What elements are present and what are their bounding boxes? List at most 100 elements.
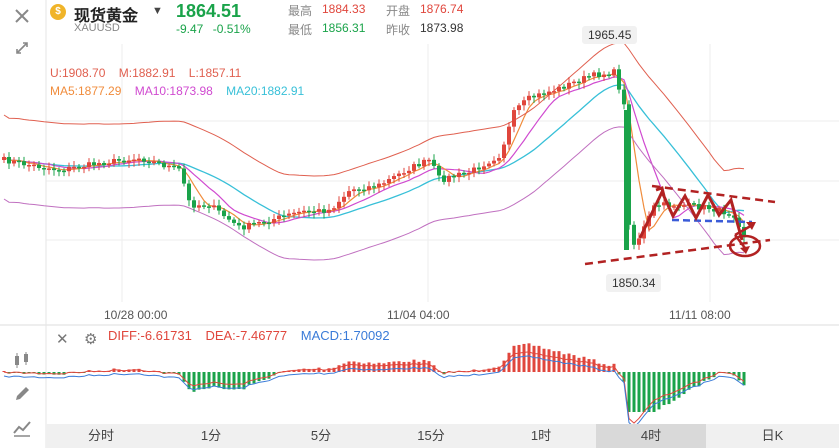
candle-body bbox=[727, 214, 731, 216]
macd-bar bbox=[182, 372, 186, 382]
boll-lower-line bbox=[3, 126, 745, 261]
macd-bar bbox=[552, 351, 556, 372]
candle-body bbox=[452, 175, 456, 178]
candle-body bbox=[347, 191, 351, 197]
candle-body bbox=[212, 205, 216, 208]
candle-body bbox=[602, 74, 606, 78]
candle-body bbox=[267, 222, 271, 225]
macd-bar bbox=[197, 372, 201, 390]
ma20-line bbox=[3, 84, 745, 219]
macd-bar bbox=[442, 372, 446, 375]
candle-icon[interactable] bbox=[8, 346, 36, 374]
candle-body bbox=[172, 165, 176, 168]
candle-body bbox=[327, 209, 331, 213]
macd-bar bbox=[702, 372, 706, 381]
candle-body bbox=[202, 205, 206, 207]
candle-body bbox=[407, 170, 411, 174]
candle-body bbox=[82, 166, 86, 169]
candle-body bbox=[142, 158, 146, 162]
macd-bar bbox=[202, 372, 206, 390]
macd-bar bbox=[162, 372, 166, 374]
tab-1[interactable]: 1分 bbox=[200, 428, 222, 443]
macd-bar bbox=[537, 345, 541, 372]
tab-4[interactable]: 1时 bbox=[530, 428, 552, 443]
macd-bar bbox=[452, 372, 456, 373]
macd-bar bbox=[567, 353, 571, 372]
candle-body bbox=[337, 201, 341, 209]
time-label: 10/28 00:00 bbox=[104, 308, 168, 322]
tab-0[interactable]: 分时 bbox=[87, 428, 114, 443]
macd-bar bbox=[447, 371, 451, 372]
prev-close-value: 1873.98 bbox=[420, 21, 464, 35]
candle-body bbox=[517, 105, 521, 111]
tab-6[interactable]: 日K bbox=[761, 428, 784, 443]
tab-5[interactable]: 4时 bbox=[596, 424, 706, 448]
time-label: 11/11 08:00 bbox=[669, 308, 731, 322]
macd-bar bbox=[477, 370, 481, 372]
candle-body bbox=[457, 172, 461, 178]
candle-body bbox=[632, 224, 636, 245]
candle-body bbox=[542, 93, 546, 95]
candle-body bbox=[87, 162, 91, 167]
candle-body bbox=[372, 186, 376, 188]
ma10-line bbox=[3, 76, 745, 224]
macd-bar bbox=[462, 371, 466, 372]
candle-body bbox=[317, 209, 321, 212]
candle-body bbox=[667, 202, 671, 207]
dea-line bbox=[3, 355, 745, 428]
macd-legend: DIFF:-6.61731 DEA:-7.46777 MACD:1.70092 bbox=[108, 328, 390, 350]
symbol-name[interactable]: 现货黄金 bbox=[74, 8, 139, 25]
macd-bar bbox=[577, 357, 581, 372]
expand-icon[interactable] bbox=[8, 34, 36, 62]
diff-line bbox=[3, 351, 745, 424]
candle-body bbox=[197, 205, 201, 208]
candle-body bbox=[237, 222, 241, 226]
candle-body bbox=[622, 89, 626, 105]
macd-bar bbox=[187, 372, 191, 390]
macd-bar bbox=[332, 367, 336, 372]
tab-3[interactable]: 15分 bbox=[417, 428, 445, 443]
macd-bar bbox=[672, 372, 676, 401]
macd-bar bbox=[147, 371, 151, 372]
gear-icon[interactable]: ⚙ bbox=[84, 331, 98, 348]
candle-body bbox=[57, 170, 61, 172]
macd-bar bbox=[482, 369, 486, 372]
candle-body bbox=[687, 203, 691, 206]
candle-body bbox=[422, 159, 426, 167]
up-arrow bbox=[734, 222, 755, 237]
candle-body bbox=[77, 166, 81, 169]
macd-bar bbox=[102, 371, 106, 372]
macd-bar bbox=[727, 372, 731, 374]
macd-bar bbox=[467, 371, 471, 372]
tab-2[interactable]: 5分 bbox=[310, 428, 332, 443]
macd-bar bbox=[232, 372, 236, 390]
macd-bar bbox=[742, 372, 746, 386]
candle-body bbox=[272, 219, 276, 223]
macd-bar bbox=[192, 372, 196, 392]
ma20-value: MA20:1882.91 bbox=[226, 84, 305, 98]
chevron-down-icon[interactable]: ▼ bbox=[152, 5, 163, 17]
candle-body bbox=[252, 222, 256, 225]
candle-body bbox=[227, 216, 231, 220]
macd-bar bbox=[337, 365, 341, 372]
macd-bar bbox=[647, 372, 651, 412]
macd-bar bbox=[677, 372, 681, 398]
candle-body bbox=[387, 179, 391, 184]
quote-header: $ 现货黄金 ▼ XAUUSD 1864.51 -9.47 -0.51% 最高 … bbox=[46, 0, 839, 40]
candle-body bbox=[377, 183, 381, 188]
close-icon[interactable] bbox=[8, 2, 36, 30]
candle-body bbox=[732, 215, 736, 218]
candle-body bbox=[447, 175, 451, 182]
macd-bar bbox=[212, 372, 216, 387]
candle-body bbox=[482, 166, 486, 170]
macd-bar bbox=[157, 371, 161, 372]
pen-icon[interactable] bbox=[8, 380, 36, 408]
trend-line-icon[interactable] bbox=[8, 414, 36, 442]
candle-body bbox=[402, 173, 406, 175]
close-icon[interactable]: ✕ bbox=[56, 331, 69, 348]
candle-body bbox=[557, 86, 561, 92]
macd-bar bbox=[302, 368, 306, 372]
macd-bar bbox=[252, 372, 256, 384]
macd-bar bbox=[412, 359, 416, 372]
macd-diff: DIFF:-6.61731 bbox=[108, 328, 192, 343]
